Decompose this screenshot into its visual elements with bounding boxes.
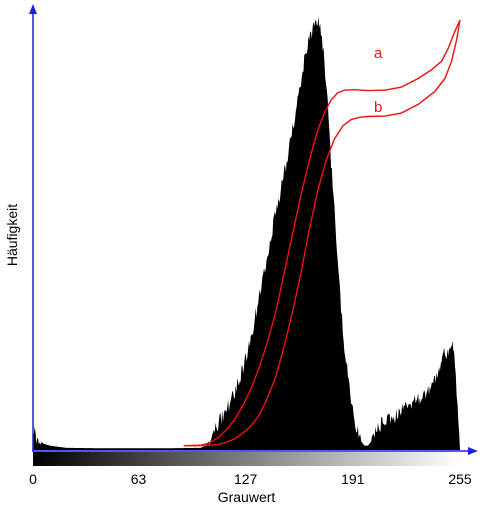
x-tick-label-127: 127 <box>234 471 258 487</box>
x-axis-label: Grauwert <box>218 489 276 505</box>
curve-a <box>183 19 461 447</box>
curve-b <box>183 20 461 447</box>
grayscale-ramp <box>33 452 460 466</box>
curve-label-b: b <box>374 99 382 116</box>
curve-label-a: a <box>374 45 383 62</box>
x-tick-label-63: 63 <box>131 471 147 487</box>
x-tick-label-255: 255 <box>448 471 472 487</box>
y-axis-label: Häufigkeit <box>4 204 20 266</box>
histogram-area <box>33 16 460 450</box>
x-tick-label-191: 191 <box>341 471 365 487</box>
y-axis-arrow <box>29 4 37 14</box>
x-axis-arrow <box>468 447 478 455</box>
x-tick-label-0: 0 <box>29 471 37 487</box>
